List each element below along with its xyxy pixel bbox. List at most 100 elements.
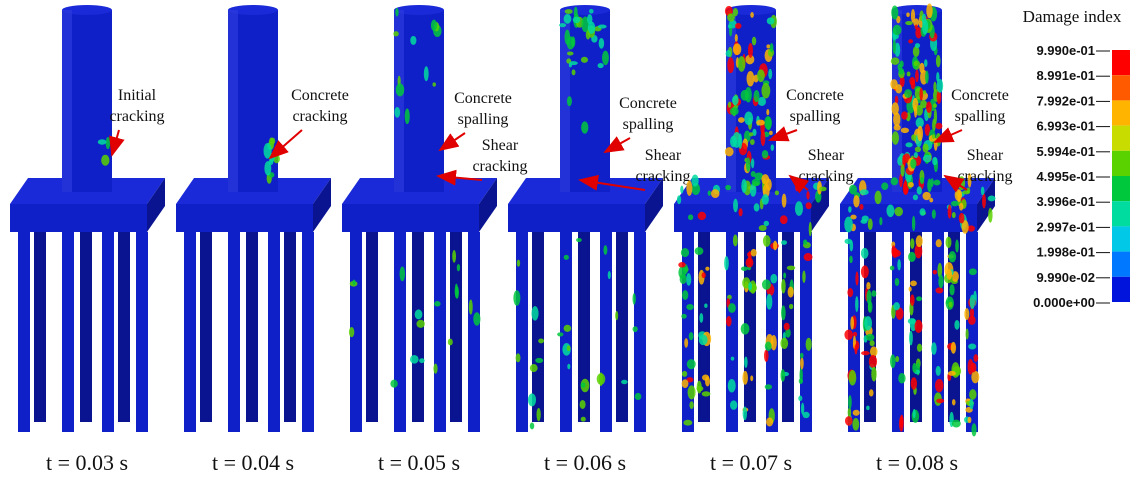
damage-patch: [924, 59, 928, 67]
damage-patch: [699, 334, 708, 345]
damage-patch: [933, 270, 937, 275]
pile: [268, 232, 280, 432]
damage-patch: [780, 338, 788, 349]
column-shade: [62, 10, 72, 192]
damage-patch: [966, 328, 969, 339]
damage-patch: [937, 79, 944, 93]
damage-patch: [948, 302, 952, 308]
damage-patch: [866, 406, 870, 411]
damage-patch: [270, 138, 275, 145]
damage-patch: [848, 408, 852, 418]
damage-patch: [893, 40, 896, 54]
damage-patch: [952, 212, 956, 218]
damage-patch: [727, 57, 734, 73]
damage-patch: [781, 279, 786, 294]
damage-patch: [859, 204, 863, 210]
damage-patch: [741, 267, 748, 271]
damage-patch: [909, 331, 913, 346]
damage-patch: [564, 255, 569, 260]
damage-patch: [741, 323, 750, 334]
damage-patch: [806, 191, 809, 199]
damage-patch: [855, 296, 858, 312]
damage-patch: [898, 373, 905, 384]
annotation: cracking: [635, 168, 690, 185]
damage-patch: [564, 325, 572, 332]
damage-patch: [738, 117, 745, 123]
damage-patch: [702, 391, 711, 396]
damage-patch: [927, 179, 932, 193]
damage-patch: [905, 142, 912, 147]
damage-patch: [589, 9, 594, 14]
damage-patch: [569, 61, 578, 65]
damage-patch: [914, 105, 917, 118]
damage-patch: [875, 191, 882, 204]
damage-patch: [599, 38, 605, 49]
damage-patch: [735, 34, 738, 42]
damage-patch: [788, 286, 794, 297]
damage-patch: [968, 344, 976, 350]
damage-patch: [597, 373, 606, 385]
damage-patch: [751, 249, 757, 257]
damage-patch: [598, 63, 604, 68]
damage-patch: [890, 354, 896, 368]
damage-patch: [744, 356, 748, 368]
pile: [200, 232, 212, 422]
damage-patch: [416, 320, 424, 328]
damage-patch: [802, 271, 805, 283]
damage-patch: [419, 358, 425, 363]
damage-patch: [410, 36, 416, 45]
damage-patch: [766, 109, 769, 115]
damage-patch: [448, 339, 453, 346]
legend-label: 1.998e-01: [1036, 245, 1095, 260]
annotation: Shear: [645, 147, 682, 164]
damage-patch: [872, 290, 877, 297]
damage-patch: [920, 88, 923, 101]
damage-patch: [870, 340, 875, 346]
damage-patch: [581, 121, 588, 133]
damage-patch: [98, 139, 107, 144]
damage-patch: [415, 309, 423, 319]
pile: [102, 232, 114, 432]
damage-patch: [750, 139, 755, 145]
annotation: Initial: [118, 87, 157, 104]
pile: [434, 232, 446, 432]
damage-patch: [754, 90, 760, 102]
damage-patch: [787, 266, 796, 271]
damage-patch: [952, 420, 961, 428]
damage-patch: [781, 240, 787, 245]
legend-label: 3.996e-01: [1036, 194, 1095, 209]
damage-patch: [850, 240, 854, 251]
damage-patch: [923, 192, 931, 200]
legend-swatch: [1112, 151, 1130, 176]
legend-swatch: [1112, 126, 1130, 151]
damage-patch: [897, 259, 901, 270]
damage-patch: [761, 174, 769, 184]
damage-patch: [951, 201, 959, 207]
damage-patch: [434, 301, 440, 306]
damage-patch: [912, 363, 916, 373]
legend: Damage index 9.990e-018.991e-017.992e-01…: [1023, 7, 1130, 310]
damage-patch: [868, 218, 873, 230]
panel: [840, 4, 996, 437]
damage-patch: [973, 354, 978, 362]
annotation: Shear: [808, 147, 845, 164]
annotation: spalling: [458, 111, 509, 128]
damage-patch: [900, 60, 904, 67]
damage-patch: [891, 57, 900, 65]
damage-patch: [603, 245, 607, 255]
annotation: cracking: [957, 168, 1012, 185]
annotation: Concrete: [291, 87, 349, 104]
damage-patch: [917, 186, 922, 194]
damage-patch: [908, 252, 916, 262]
damage-patch: [935, 123, 942, 130]
damage-patch: [893, 25, 902, 35]
damage-patch: [914, 152, 918, 158]
damage-patch: [849, 185, 857, 195]
damage-patch: [780, 215, 788, 224]
damage-patch: [730, 107, 739, 115]
damage-patch: [754, 203, 760, 211]
damage-patch: [803, 240, 807, 245]
damage-patch: [952, 399, 956, 405]
legend-label: 4.995e-01: [1036, 169, 1095, 184]
damage-patch: [567, 364, 570, 370]
